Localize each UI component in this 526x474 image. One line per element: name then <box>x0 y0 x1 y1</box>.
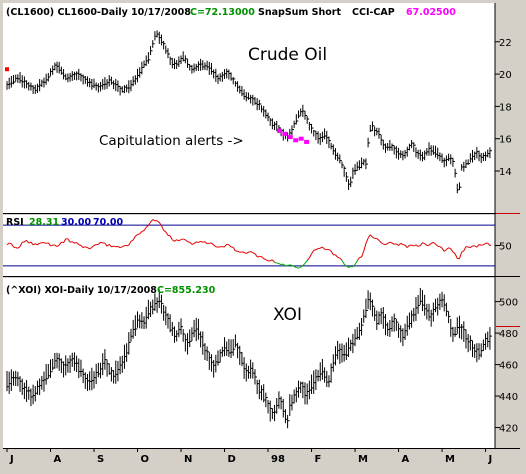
x-tick-label: J <box>9 454 14 465</box>
alert-marker <box>299 137 304 141</box>
rsi-segment <box>101 242 103 243</box>
rsi-segment <box>196 242 198 243</box>
y-tick-label: 18 <box>499 102 512 113</box>
rsi-segment <box>383 244 385 245</box>
y-tick-label: 50 <box>499 242 512 253</box>
price-date: 10/17/2008 <box>131 7 191 18</box>
rsi-segment <box>181 239 183 240</box>
rsi-segment <box>14 247 16 248</box>
rsi-segment <box>314 250 316 251</box>
rsi-segment <box>275 262 277 263</box>
rsi-segment <box>248 252 250 253</box>
rsi-segment <box>168 235 170 236</box>
x-tick-label: F <box>315 454 322 465</box>
y-tick-label: 500 <box>499 298 518 309</box>
rsi-segment <box>188 242 190 243</box>
price-pane <box>3 3 495 213</box>
cci-label: CCI-CAP <box>352 7 395 18</box>
x-tick-label: S <box>97 454 104 465</box>
rsi-segment <box>479 245 481 246</box>
y-tick-label: 440 <box>499 392 518 403</box>
xoi-date: 10/17/2008 <box>97 285 157 296</box>
alert-marker <box>293 138 298 142</box>
x-tick-label: A <box>402 454 410 465</box>
start-flag <box>5 67 9 71</box>
rsi-segment <box>298 267 300 268</box>
rsi-segment <box>207 243 209 244</box>
y-tick-label: 22 <box>499 38 512 49</box>
rsi-segment <box>359 257 361 258</box>
xoi-close: C=855.230 <box>157 285 216 296</box>
rsi-segment <box>114 246 116 247</box>
x-axis-ticks: J A S O N D 98 F M A M J <box>7 448 492 465</box>
rsi-segment <box>403 245 405 246</box>
alert-marker <box>277 129 282 133</box>
capitulation-annotation: Capitulation alerts -> <box>99 133 244 149</box>
rsi-segment <box>94 245 96 246</box>
rsi-segment <box>490 245 491 246</box>
x-tick-label: J <box>488 454 493 465</box>
alert-marker <box>304 140 309 144</box>
price-symbol: (CL1600) CL1600-Daily <box>6 7 129 18</box>
rsi-current: 28.31 <box>29 217 59 228</box>
rsi-segment <box>192 244 194 245</box>
y-tick-label: 14 <box>499 167 512 178</box>
rsi-segment <box>16 248 18 249</box>
rsi-segment <box>468 247 470 248</box>
rsi-segment <box>138 234 140 235</box>
rsi-upper: 70.00 <box>93 217 123 228</box>
rsi-segment <box>281 264 283 265</box>
crude-oil-title: Crude Oil <box>248 45 327 65</box>
xoi-symbol: (^XOI) XOI-Daily <box>6 285 95 296</box>
x-tick-label: O <box>141 454 150 465</box>
y-tick-label: 460 <box>499 361 518 372</box>
x-tick-label: N <box>184 454 192 465</box>
x-tick-label: A <box>54 454 62 465</box>
x-tick-label: 98 <box>271 454 285 465</box>
xoi-title: XOI <box>273 305 302 325</box>
y-tick-label: 420 <box>499 424 518 435</box>
cci-value: 67.02500 <box>406 7 456 18</box>
alert-marker <box>288 135 293 139</box>
rsi-label: RSI <box>6 217 24 228</box>
x-tick-label: M <box>445 454 455 465</box>
y-tick-label: 16 <box>499 135 512 146</box>
rsi-segment <box>296 268 298 269</box>
alert-marker <box>282 132 287 136</box>
x-tick-label: D <box>228 454 236 465</box>
rsi-segment <box>227 244 229 245</box>
y-tick-label: 480 <box>499 329 518 340</box>
rsi-segment <box>277 263 279 264</box>
y-tick-label: 20 <box>499 70 512 81</box>
study-name: SnapSum Short <box>258 7 341 18</box>
rsi-lower: 30.00 <box>61 217 91 228</box>
y-axis-ticks: 14 16 18 20 22 50 420 440 460 480 500 <box>495 38 518 435</box>
rsi-segment <box>290 265 292 266</box>
x-tick-label: M <box>358 454 368 465</box>
price-close: C=72.13000 <box>190 7 255 18</box>
rsi-segment <box>9 243 11 244</box>
